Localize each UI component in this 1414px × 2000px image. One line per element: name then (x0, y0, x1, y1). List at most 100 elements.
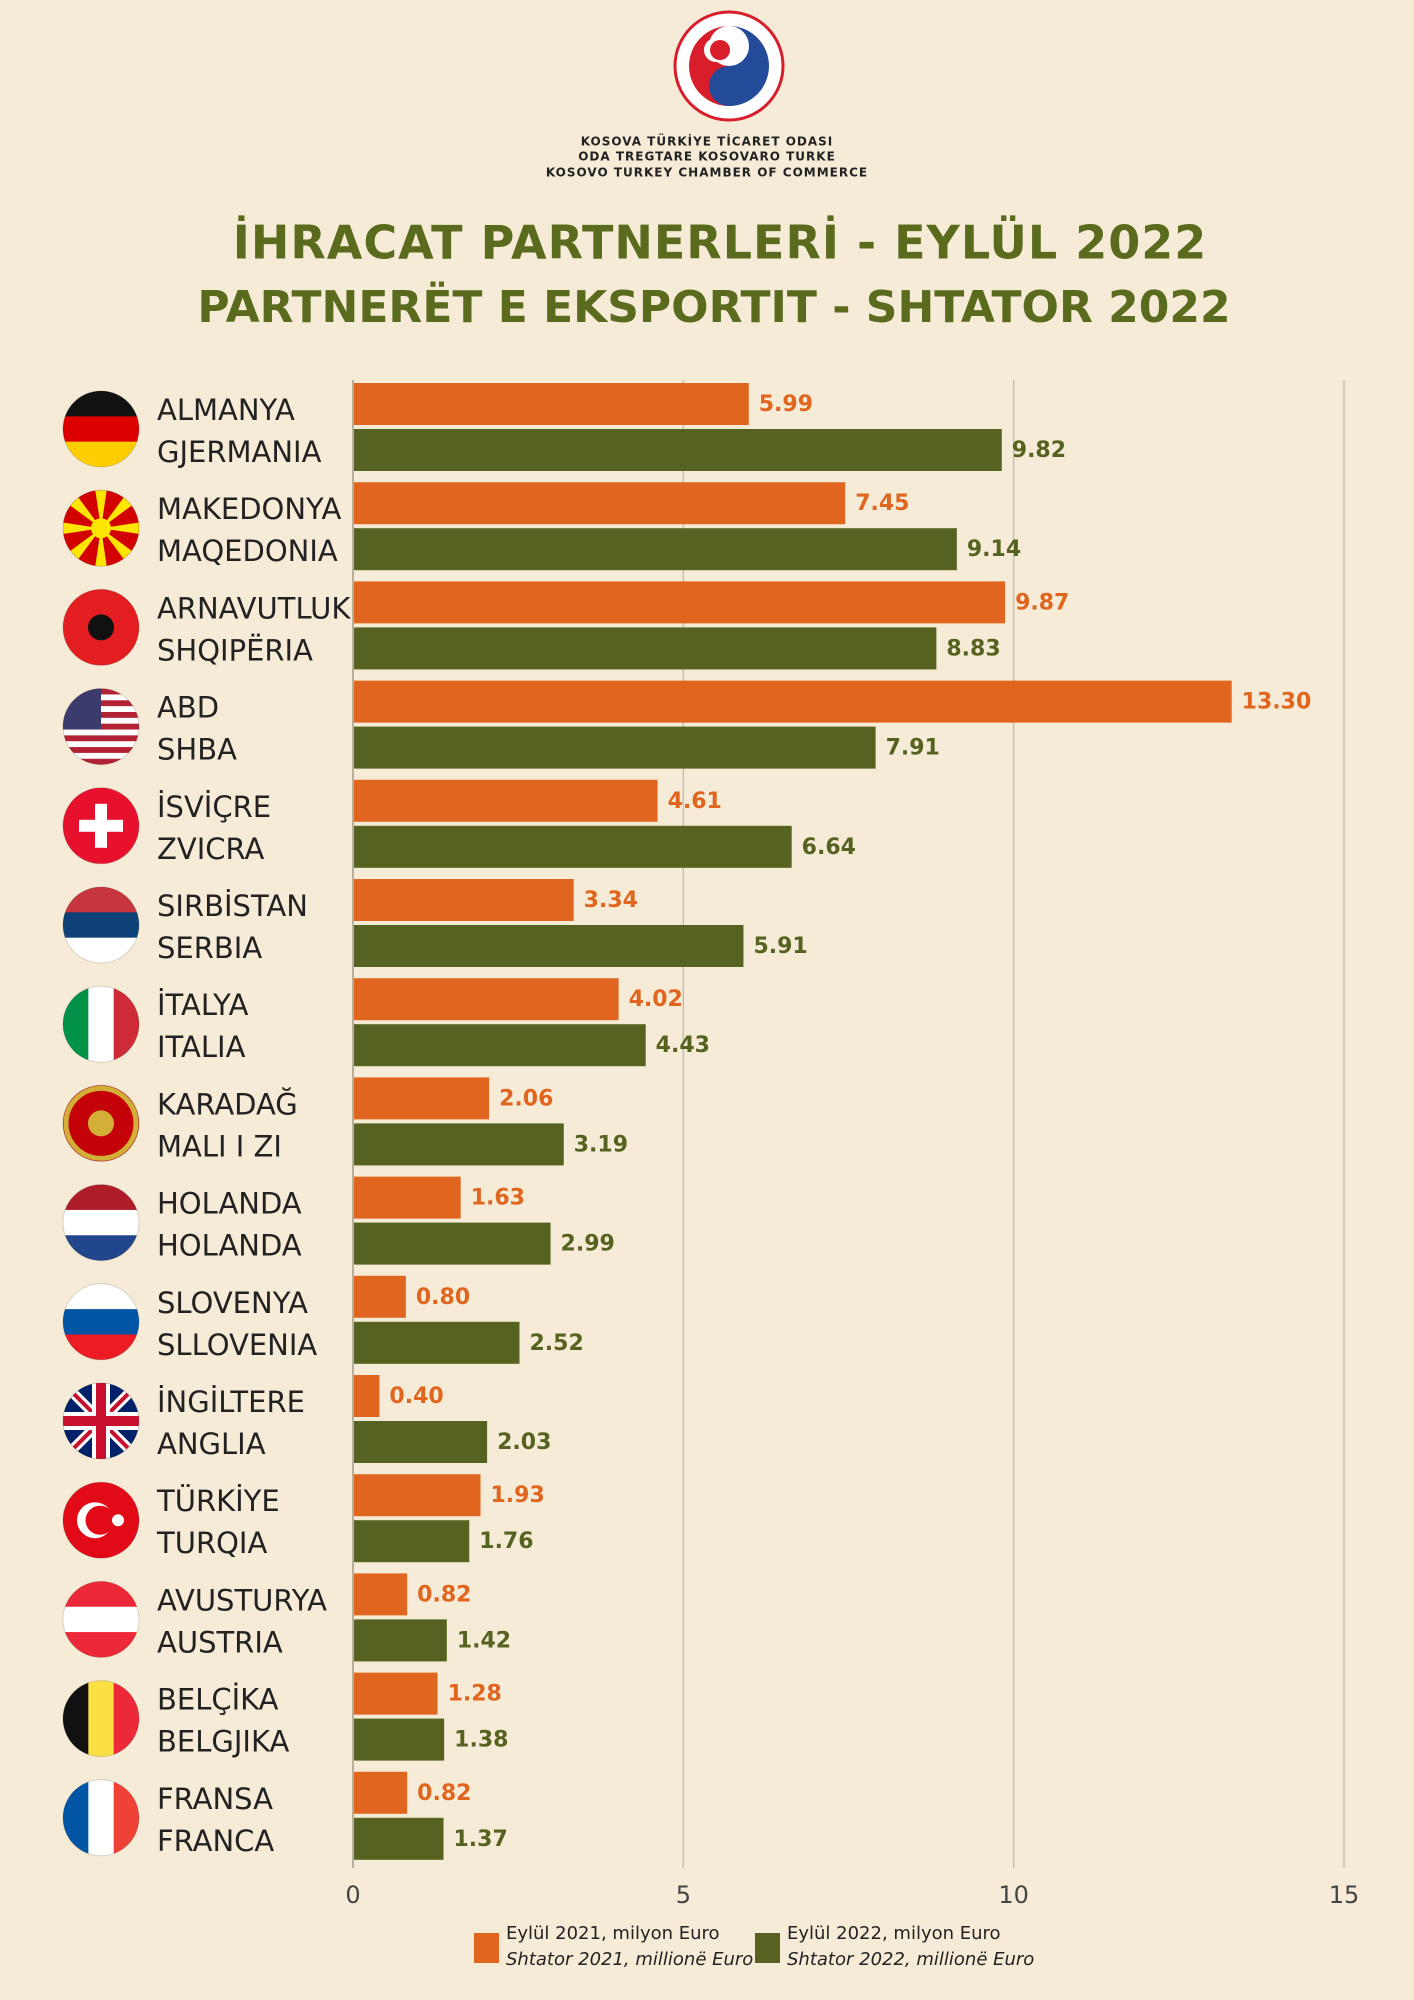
flag (63, 589, 139, 666)
category-label: BELGJIKA (157, 1725, 289, 1759)
category-label: ABD (157, 691, 219, 725)
category-label: ZVICRA (157, 832, 264, 866)
category-label: SLOVENYA (157, 1286, 308, 1320)
flag (63, 1482, 139, 1559)
bar (353, 1275, 406, 1318)
data-label: 5.91 (753, 934, 807, 959)
bar (353, 1520, 470, 1563)
flag-stripe (63, 912, 139, 939)
flag-emblem (88, 614, 114, 641)
flag-emblem (88, 1110, 114, 1137)
data-label: 0.40 (389, 1384, 443, 1409)
flag-emblem (91, 518, 111, 539)
data-label: 9.87 (1015, 590, 1069, 615)
data-label: 2.52 (529, 1331, 583, 1356)
flag (63, 688, 139, 765)
data-label: 0.82 (417, 1582, 471, 1607)
bar (353, 1321, 520, 1364)
flag-border (62, 489, 140, 567)
data-label: 3.19 (574, 1132, 628, 1157)
flag-stripe (63, 1309, 139, 1335)
data-label: 3.34 (584, 888, 638, 913)
category-label: SHBA (157, 733, 237, 767)
flag-border (62, 1382, 140, 1460)
bar (353, 383, 749, 425)
flag-stripe (63, 735, 139, 742)
category-label: MALI I ZI (157, 1129, 282, 1163)
flag-border (62, 390, 140, 468)
legend-swatch (755, 1933, 780, 1963)
category-label: HOLANDA (157, 1229, 302, 1263)
category-label: GJERMANIA (157, 435, 322, 469)
bar (353, 1222, 551, 1265)
bar (353, 1771, 408, 1814)
flag-ray (93, 528, 109, 567)
data-label: 6.64 (802, 835, 856, 860)
category-label: İSVİÇRE (157, 790, 271, 824)
flag-ray (63, 520, 101, 536)
data-label: 2.06 (499, 1086, 553, 1111)
category-label: SHQIPËRIA (157, 633, 313, 667)
flag (63, 1383, 139, 1459)
x-tick-label: 10 (998, 1881, 1029, 1909)
data-label: 5.99 (759, 392, 813, 417)
data-label: 4.43 (656, 1033, 710, 1058)
flag-ring (63, 1085, 139, 1161)
flag-stripe (63, 729, 139, 736)
flag-border (62, 1184, 140, 1262)
org-name: ODA TREGTARE KOSOVARO TURKE (578, 150, 836, 164)
category-label: SLLOVENIA (157, 1328, 317, 1362)
legend-label: Shtator 2021, millionë Euro (506, 1949, 753, 1970)
data-label: 1.28 (448, 1682, 502, 1707)
flag-border (62, 1283, 140, 1361)
data-label: 1.93 (491, 1483, 545, 1508)
chart-title: İHRACAT PARTNERLERİ - EYLÜL 2022 (233, 216, 1207, 270)
flag-stripe (63, 758, 139, 765)
flag-cross (79, 819, 123, 832)
data-label: 1.38 (454, 1728, 508, 1753)
bar (353, 1077, 490, 1120)
legend-swatch (474, 1933, 499, 1963)
x-tick-label: 5 (676, 1881, 691, 1909)
flag-stripe (88, 1779, 115, 1856)
flag-stripe (88, 1680, 115, 1757)
bar (353, 680, 1232, 723)
bar (353, 429, 1002, 471)
chart-subtitle: PARTNERËT E EKSPORTIT - SHTATOR 2022 (197, 280, 1230, 333)
category-label: SERBIA (157, 931, 262, 965)
legend-label: Shtator 2022, millionë Euro (787, 1949, 1034, 1970)
bar (353, 779, 658, 822)
flag-border (62, 1084, 140, 1162)
category-label: ITALIA (157, 1030, 246, 1064)
legend-label: Eylül 2022, milyon Euro (787, 1923, 1001, 1944)
data-label: 2.99 (561, 1232, 615, 1257)
bar (353, 1176, 461, 1219)
flag-border (62, 1580, 140, 1658)
flag-stripe (63, 1209, 139, 1236)
flag (63, 1085, 139, 1162)
category-label: MAQEDONIA (157, 534, 338, 568)
category-label: HOLANDA (157, 1187, 302, 1221)
flag-border (62, 985, 140, 1063)
data-label: 1.76 (479, 1529, 533, 1554)
data-label: 2.03 (497, 1430, 551, 1455)
bar (353, 1024, 646, 1067)
flag-border (62, 886, 140, 964)
category-label: ANGLIA (157, 1427, 266, 1461)
data-label: 0.82 (417, 1781, 471, 1806)
bar (353, 482, 846, 525)
org-name: KOSOVO TURKEY CHAMBER OF COMMERCE (546, 166, 868, 180)
data-label: 9.14 (967, 537, 1021, 562)
flag (63, 1283, 139, 1360)
flag-star (112, 1514, 124, 1527)
flag-border (62, 1779, 140, 1857)
bar (353, 1619, 447, 1662)
category-label: TURQIA (156, 1526, 267, 1560)
category-label: FRANCA (157, 1824, 274, 1858)
category-label: SIRBİSTAN (157, 889, 308, 923)
legend-label: Eylül 2021, milyon Euro (506, 1923, 720, 1944)
data-label: 9.82 (1012, 438, 1066, 463)
data-label: 1.63 (471, 1186, 525, 1211)
bar (353, 528, 957, 571)
